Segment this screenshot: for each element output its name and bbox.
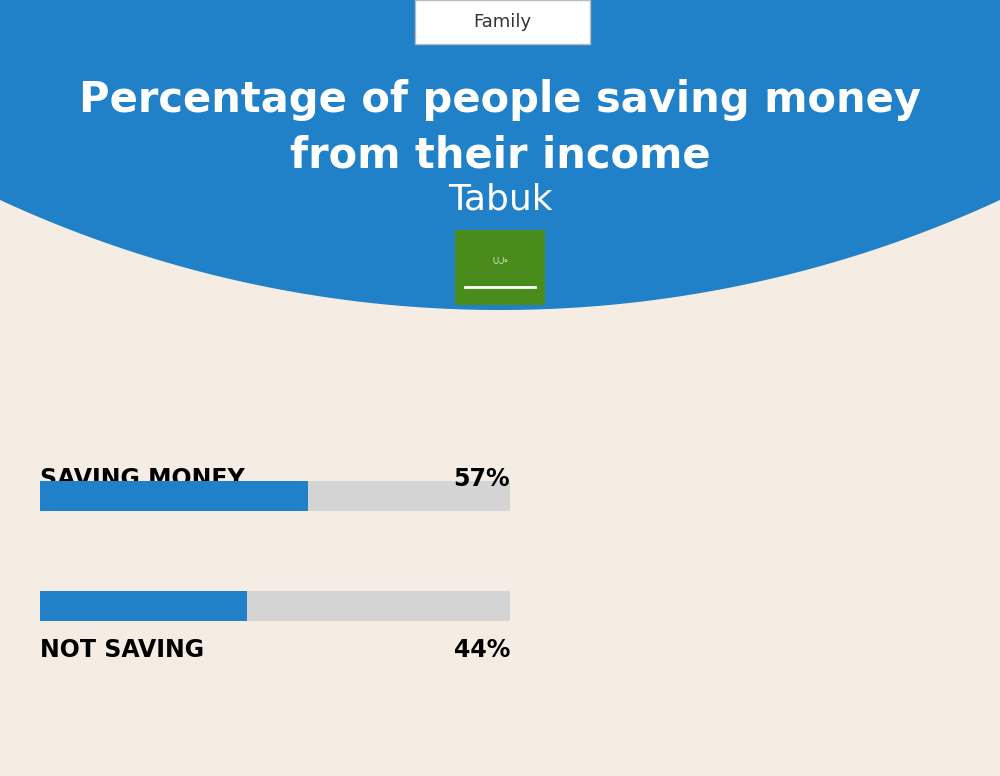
Text: Tabuk: Tabuk xyxy=(448,182,552,216)
Polygon shape xyxy=(0,0,1000,310)
Text: 57%: 57% xyxy=(453,467,510,491)
Text: NOT SAVING: NOT SAVING xyxy=(40,638,204,662)
Text: 44%: 44% xyxy=(454,638,510,662)
Text: SAVING MONEY: SAVING MONEY xyxy=(40,467,245,491)
Text: Family: Family xyxy=(473,13,531,31)
Text: Percentage of people saving money: Percentage of people saving money xyxy=(79,79,921,121)
Text: الله: الله xyxy=(492,257,508,263)
FancyBboxPatch shape xyxy=(415,0,590,44)
FancyBboxPatch shape xyxy=(455,230,545,305)
Bar xyxy=(40,591,510,621)
Bar xyxy=(40,481,308,511)
Bar xyxy=(40,591,247,621)
Bar xyxy=(40,481,510,511)
Text: from their income: from their income xyxy=(290,134,710,176)
